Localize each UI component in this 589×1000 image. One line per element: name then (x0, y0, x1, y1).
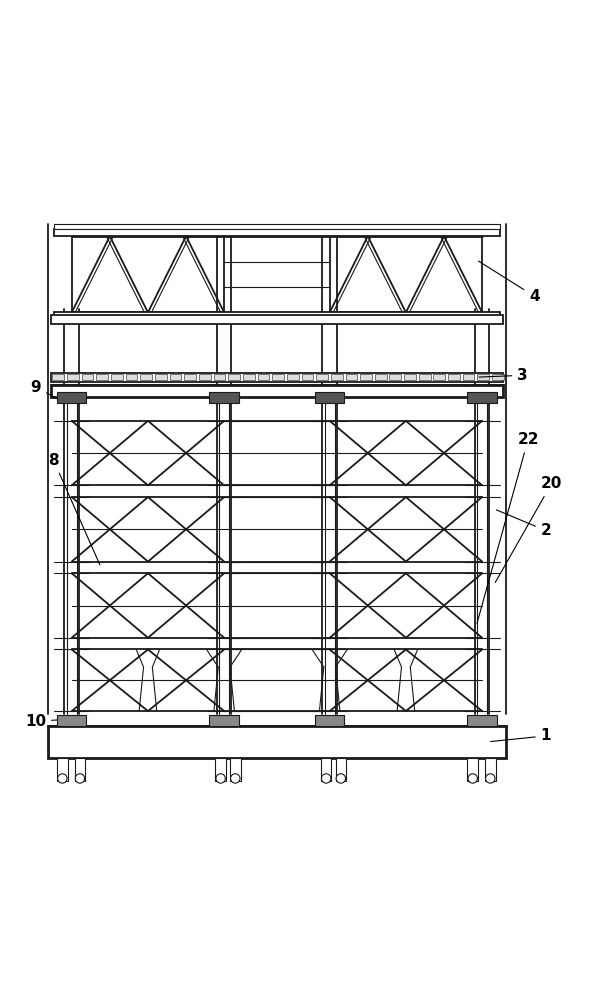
Bar (140, 374, 152, 380)
Bar (272, 374, 284, 380)
Circle shape (75, 774, 85, 783)
Bar (315, 392, 345, 403)
Bar (404, 374, 416, 380)
Bar (210, 715, 239, 726)
Circle shape (216, 774, 226, 783)
Text: 9: 9 (31, 380, 58, 399)
Bar (336, 758, 346, 781)
Bar (170, 374, 181, 380)
Bar (57, 758, 68, 781)
Text: 22: 22 (477, 432, 539, 623)
Bar (82, 374, 94, 380)
Bar (434, 374, 445, 380)
Bar (199, 374, 211, 380)
Bar (57, 392, 87, 403)
Bar (243, 374, 254, 380)
Circle shape (468, 774, 478, 783)
Bar (315, 715, 345, 726)
Bar (48, 726, 505, 758)
Bar (302, 374, 313, 380)
Bar (52, 374, 64, 380)
Bar (155, 374, 167, 380)
Bar (346, 374, 357, 380)
Bar (75, 758, 85, 781)
Circle shape (231, 774, 240, 783)
Bar (468, 715, 497, 726)
Text: 10: 10 (25, 714, 57, 729)
Bar (331, 374, 343, 380)
Bar (287, 374, 299, 380)
Bar (468, 392, 497, 403)
Bar (210, 392, 239, 403)
Text: 2: 2 (497, 510, 551, 538)
Bar (51, 315, 502, 324)
Bar (214, 374, 226, 380)
Bar (230, 758, 240, 781)
Bar (463, 374, 475, 380)
Circle shape (336, 774, 346, 783)
Circle shape (485, 774, 495, 783)
Bar (51, 373, 502, 382)
Bar (468, 758, 478, 781)
Bar (321, 758, 332, 781)
Bar (57, 715, 87, 726)
Text: 3: 3 (479, 368, 528, 383)
Text: 8: 8 (48, 453, 100, 565)
Text: 1: 1 (491, 728, 551, 743)
Bar (111, 374, 123, 380)
Bar (54, 312, 499, 317)
Bar (229, 374, 240, 380)
Circle shape (322, 774, 331, 783)
Bar (54, 229, 499, 236)
Bar (97, 374, 108, 380)
Bar (216, 758, 226, 781)
Bar (54, 224, 499, 229)
Bar (419, 374, 431, 380)
Bar (67, 374, 79, 380)
Bar (184, 374, 196, 380)
Bar (51, 385, 502, 397)
Bar (485, 758, 495, 781)
Bar (125, 374, 137, 380)
Circle shape (58, 774, 67, 783)
Bar (448, 374, 460, 380)
Bar (478, 374, 489, 380)
Bar (492, 374, 504, 380)
Bar (316, 374, 328, 380)
Bar (257, 374, 269, 380)
Bar (389, 374, 401, 380)
Bar (360, 374, 372, 380)
Text: 4: 4 (479, 261, 540, 304)
Text: 20: 20 (495, 476, 562, 583)
Bar (375, 374, 386, 380)
